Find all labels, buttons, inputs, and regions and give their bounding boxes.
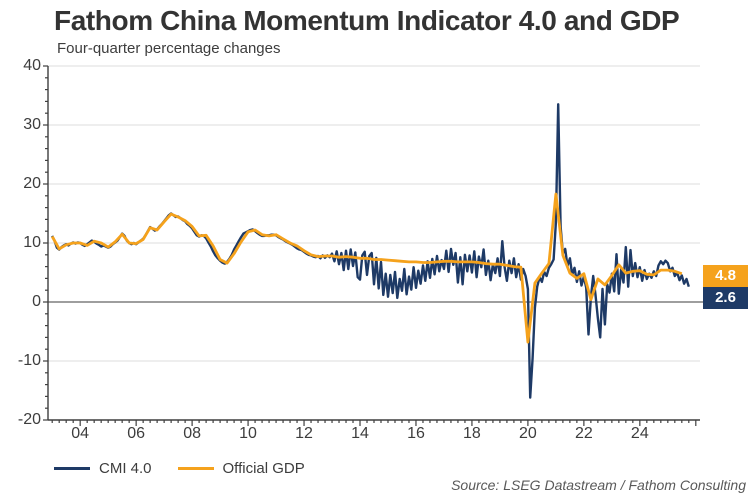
x-tick-label: 12 bbox=[295, 425, 313, 442]
axis-lines-and-ticks bbox=[43, 65, 700, 426]
y-tick-label: 20 bbox=[23, 175, 41, 192]
legend-item-gdp: Official GDP bbox=[177, 459, 305, 477]
y-tick-label: -20 bbox=[17, 411, 41, 428]
series-lines bbox=[50, 103, 690, 399]
x-tick-label: 08 bbox=[183, 425, 201, 442]
x-tick-label: 10 bbox=[239, 425, 257, 442]
y-tick-label: 40 bbox=[23, 57, 41, 74]
x-tick-label: 18 bbox=[463, 425, 481, 442]
x-tick-label: 22 bbox=[574, 425, 593, 442]
x-tick-label: 14 bbox=[351, 425, 369, 442]
gdp-end-value-badge: 4.8 bbox=[703, 265, 748, 287]
series-gdp bbox=[50, 192, 683, 344]
source-note: Source: LSEG Datastream / Fathom Consult… bbox=[451, 477, 746, 493]
x-tick-label: 20 bbox=[518, 425, 537, 442]
cmi-end-value-badge: 2.6 bbox=[703, 287, 748, 309]
x-tick-label: 04 bbox=[71, 425, 90, 442]
legend-item-cmi: CMI 4.0 bbox=[54, 460, 152, 477]
series-cmi bbox=[51, 103, 690, 399]
gdp-legend-label: Official GDP bbox=[222, 459, 305, 477]
x-tick-label: 06 bbox=[127, 425, 146, 442]
x-tick-label: 16 bbox=[407, 425, 425, 442]
gridlines bbox=[48, 65, 700, 362]
cmi-legend-label: CMI 4.0 bbox=[99, 459, 152, 477]
y-tick-label: -10 bbox=[17, 352, 41, 369]
cmi-line-swatch bbox=[54, 466, 90, 470]
y-tick-label: 10 bbox=[23, 234, 41, 251]
y-tick-label: 30 bbox=[23, 116, 41, 133]
gdp-line-swatch bbox=[177, 466, 214, 470]
chart-title: Fathom China Momentum Indicator 4.0 and … bbox=[54, 5, 680, 36]
x-tick-label: 24 bbox=[630, 425, 649, 442]
chart-subtitle: Four-quarter percentage changes bbox=[57, 40, 281, 57]
legend: CMI 4.0 Official GDP bbox=[54, 456, 331, 480]
y-tick-label: 0 bbox=[32, 293, 41, 310]
